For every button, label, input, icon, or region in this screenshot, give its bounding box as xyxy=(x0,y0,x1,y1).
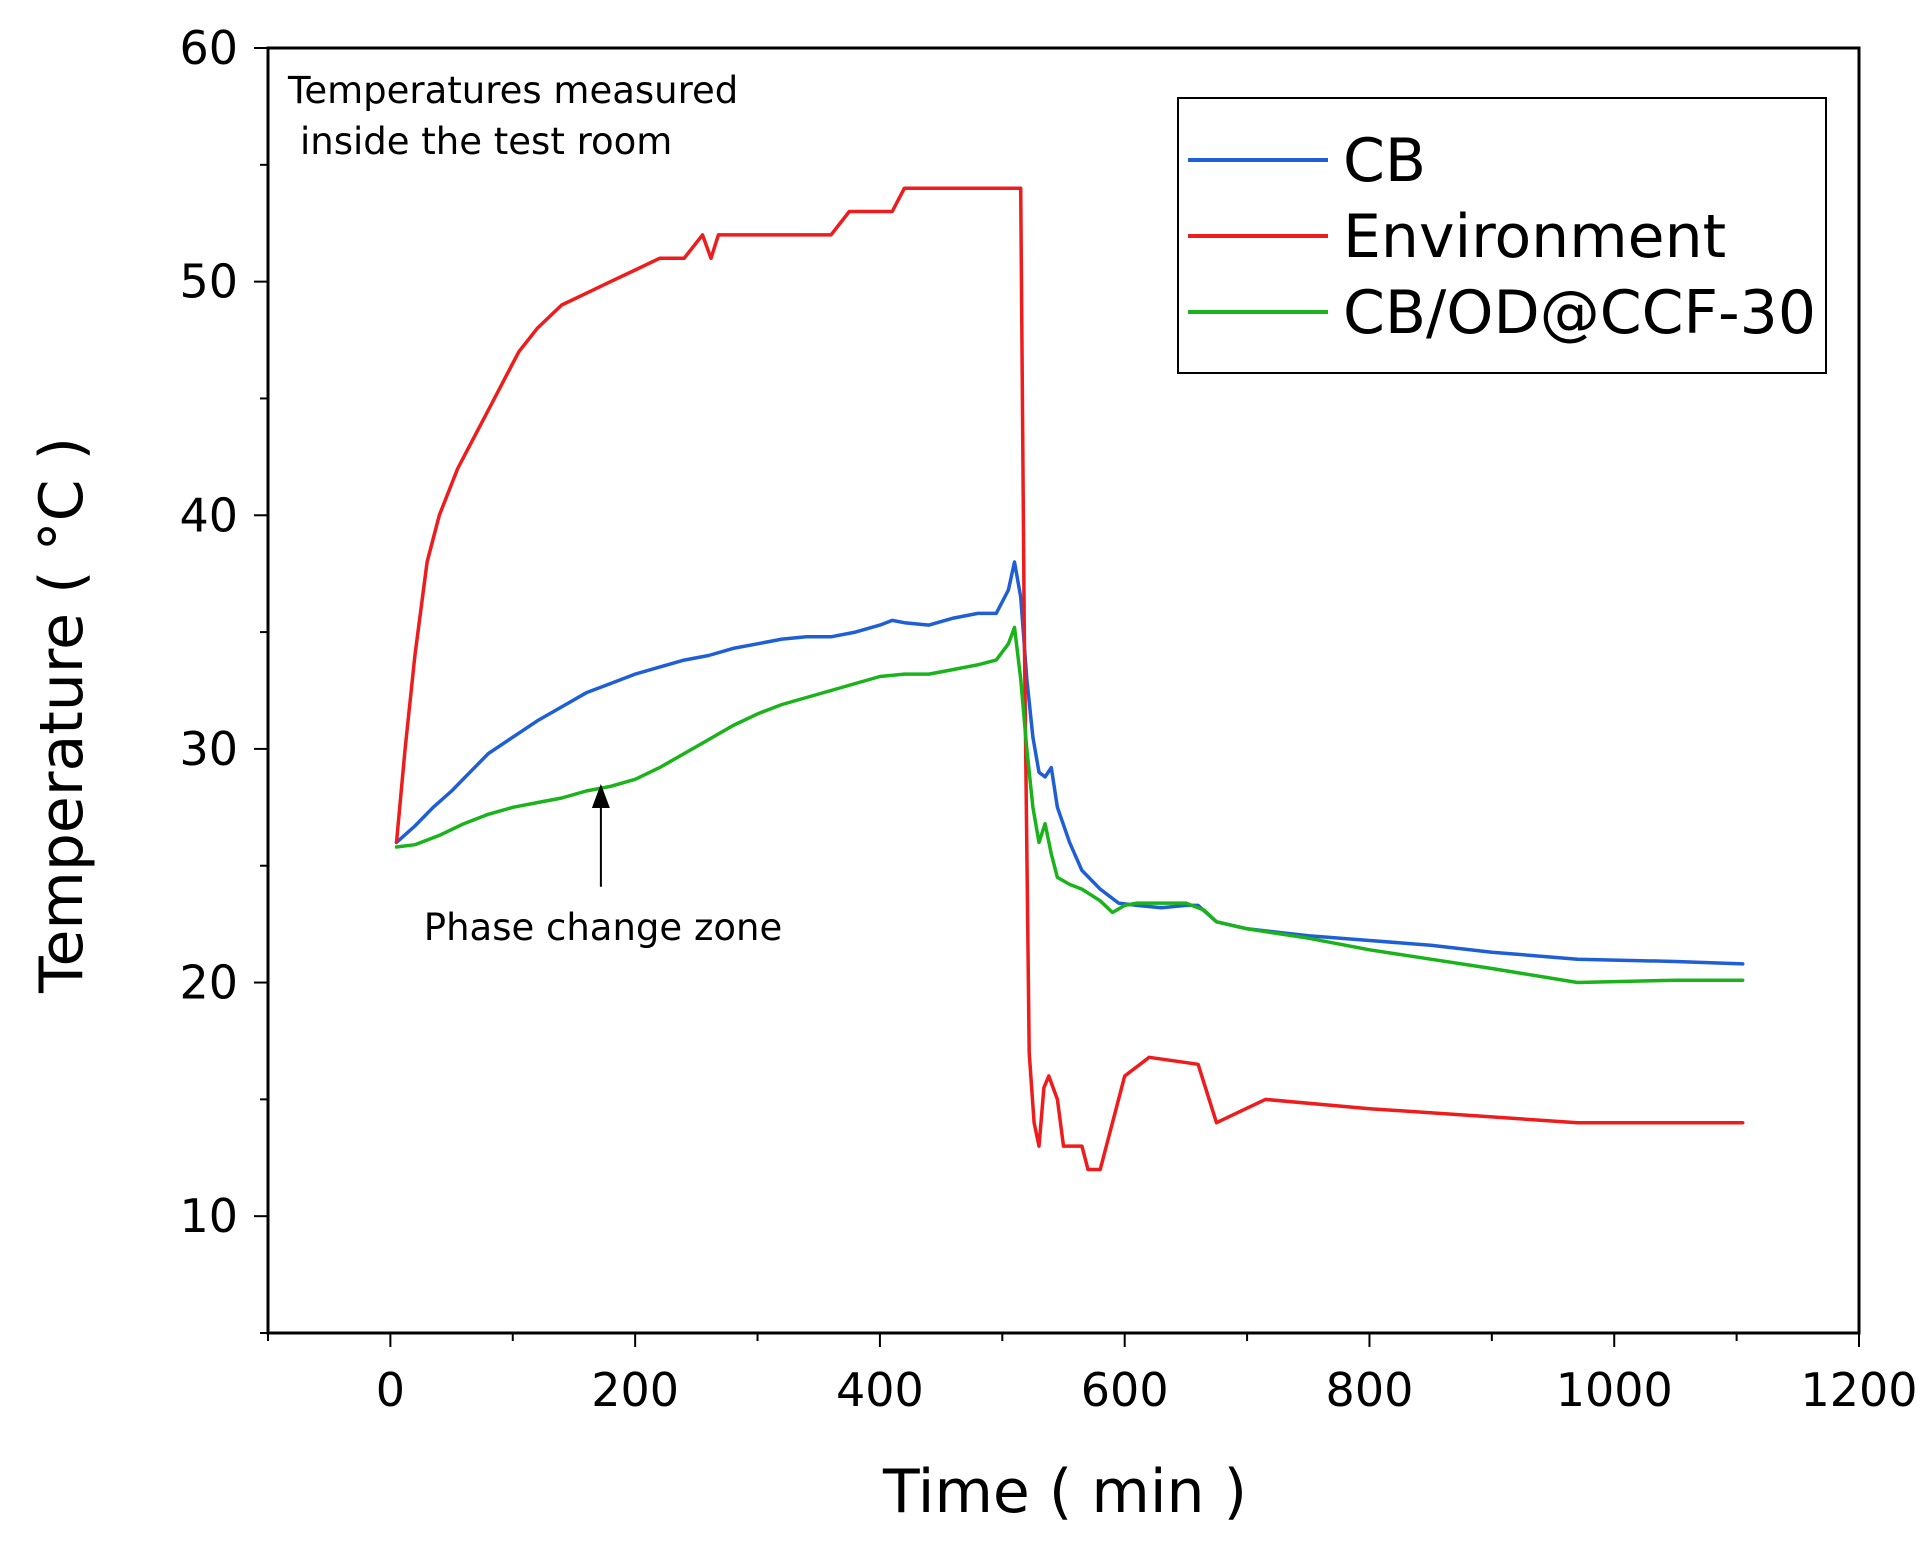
legend-label-cb: CB xyxy=(1343,126,1426,196)
x-tick-label: 200 xyxy=(591,1363,679,1417)
x-tick-label: 600 xyxy=(1081,1363,1169,1417)
x-axis: 0 200 400 600 800 1000 1200 xyxy=(267,1333,1918,1417)
y-tick-label: 60 xyxy=(179,21,238,75)
x-tick-label: 1000 xyxy=(1556,1363,1673,1417)
series-lines xyxy=(394,186,1745,1172)
note-line-1: Temperatures measured xyxy=(287,69,738,112)
series-line-cb-od-ccf-30 xyxy=(394,625,1745,985)
phase-annotation: Phase change zone xyxy=(424,783,782,949)
y-tick-label: 30 xyxy=(179,722,238,776)
y-tick-label: 40 xyxy=(179,488,238,542)
legend: CB Environment CB/OD@CCF-30 xyxy=(1177,97,1827,374)
phase-arrow-head xyxy=(591,783,610,808)
y-axis-title: Temperature ( °C ) xyxy=(27,437,97,994)
y-axis: 10 20 30 40 50 60 xyxy=(179,21,268,1334)
x-tick-label: 800 xyxy=(1326,1363,1414,1417)
y-tick-label: 50 xyxy=(179,255,238,309)
x-tick-label: 1200 xyxy=(1800,1363,1917,1417)
x-tick-label: 400 xyxy=(836,1363,924,1417)
x-axis-title: Time ( min ) xyxy=(882,1457,1247,1527)
legend-label-cb-od-ccf-30: CB/OD@CCF-30 xyxy=(1343,278,1816,348)
series-line-environment xyxy=(394,186,1745,1172)
y-tick-label: 20 xyxy=(179,956,238,1010)
series-line-cb xyxy=(394,560,1745,966)
legend-label-environment: Environment xyxy=(1343,202,1726,272)
y-tick-label: 10 xyxy=(179,1189,238,1243)
note-line-2: inside the test room xyxy=(300,120,672,163)
x-tick-label: 0 xyxy=(376,1363,405,1417)
phase-label: Phase change zone xyxy=(424,906,782,949)
plot-frame xyxy=(266,46,1861,1335)
